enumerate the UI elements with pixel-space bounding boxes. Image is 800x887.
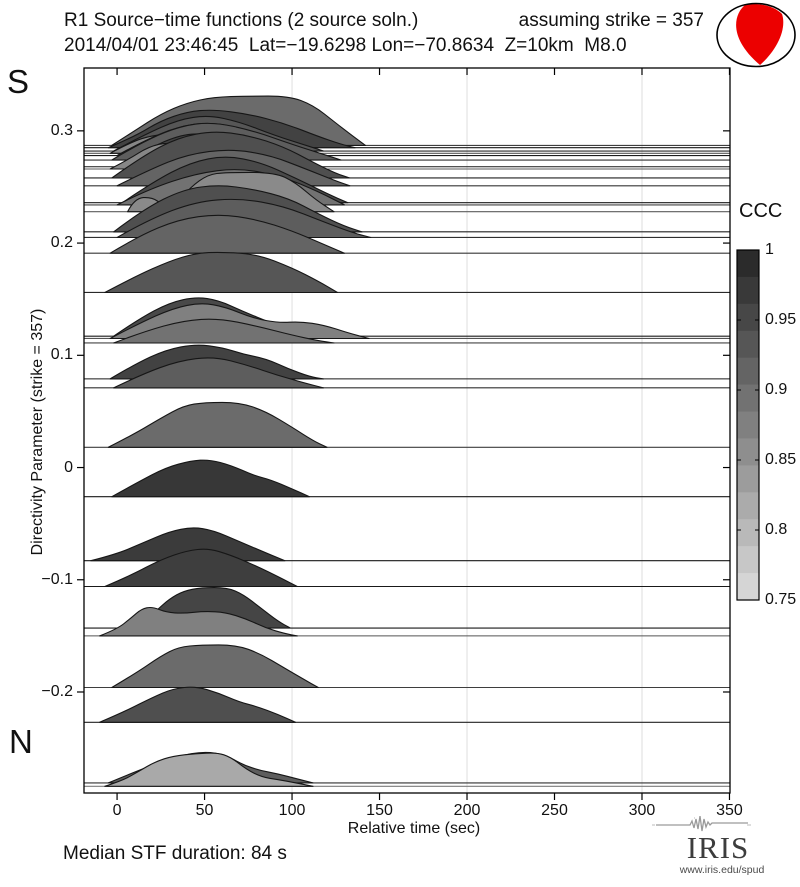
x-tick-label: 200 (453, 802, 481, 819)
event-info-subtitle: 2014/04/01 23:46:45 Lat=−19.6298 Lon=−70… (64, 35, 627, 56)
colorbar-segment (737, 546, 759, 574)
figure-title-row: R1 Source−time functions (2 source soln.… (64, 10, 704, 32)
x-tick-label: 150 (366, 802, 393, 819)
colorbar-segment (737, 250, 759, 278)
stf-trace (90, 527, 286, 562)
colorbar-tick-label: 0.8 (765, 521, 788, 538)
colorbar-segment (737, 465, 759, 493)
iris-wordmark: IRIS (686, 830, 750, 865)
x-tick-label: 350 (716, 802, 743, 819)
colorbar-segment (737, 276, 759, 305)
colorbar-segment (737, 303, 759, 332)
colorbar-segment (737, 519, 759, 547)
stf-trace (113, 357, 325, 389)
focal-mechanism-icon (716, 2, 796, 68)
y-tick-label: 0.2 (50, 234, 73, 252)
x-axis-label: Relative time (sec) (347, 820, 481, 837)
x-tick-label: 50 (195, 802, 214, 819)
stf-trace (104, 251, 339, 294)
x-tick-label: 250 (541, 802, 568, 819)
colorbar-frame (736, 249, 760, 601)
y-tick-label: 0 (64, 458, 73, 476)
x-tick-label: 300 (628, 802, 656, 819)
plot-frame (83, 67, 731, 794)
north-end-label: N (9, 723, 33, 760)
colorbar-tick-label: 0.85 (765, 451, 797, 468)
assumed-strike-label: assuming strike = 357 (518, 10, 704, 31)
iris-url: www.iris.edu/spud (679, 864, 765, 876)
stf-trace (109, 214, 346, 254)
stf-trace (107, 401, 328, 448)
stf-trace (111, 644, 319, 689)
seismogram-squiggle-icon (652, 816, 751, 832)
colorbar-tick-label: 0.95 (765, 311, 797, 328)
figure-title: R1 Source−time functions (2 source soln.… (64, 10, 419, 31)
median-duration-note: Median STF duration: 84 s (63, 843, 287, 864)
y-tick-label: 0.1 (50, 346, 73, 364)
stf-trace (99, 686, 297, 723)
colorbar-title: CCC (739, 200, 783, 222)
colorbar-segment (737, 357, 759, 386)
stf-trace (104, 548, 298, 588)
colorbar-segment (737, 330, 759, 359)
colorbar-segment (737, 438, 759, 466)
stf-trace (113, 318, 335, 344)
x-tick-label: 0 (112, 802, 122, 819)
colorbar-tick-label: 1 (765, 241, 774, 258)
colorbar-segment (737, 411, 759, 440)
colorbar-segment (737, 384, 759, 413)
stf-trace (99, 606, 298, 637)
colorbar-tick-label: 0.9 (765, 381, 788, 398)
colorbar-tick-label: 0.75 (765, 591, 797, 608)
south-end-label: S (7, 63, 30, 100)
stf-trace (104, 752, 314, 787)
iris-logo: IRIS www.iris.edu/spud (648, 816, 798, 884)
y-tick-label: 0.3 (50, 121, 73, 139)
x-tick-label: 100 (278, 802, 306, 819)
y-tick-label: −0.2 (41, 682, 73, 700)
stf-trace (111, 459, 311, 498)
colorbar-segment (737, 492, 759, 520)
y-tick-label: −0.1 (41, 570, 73, 588)
colorbar-segment (737, 573, 759, 601)
